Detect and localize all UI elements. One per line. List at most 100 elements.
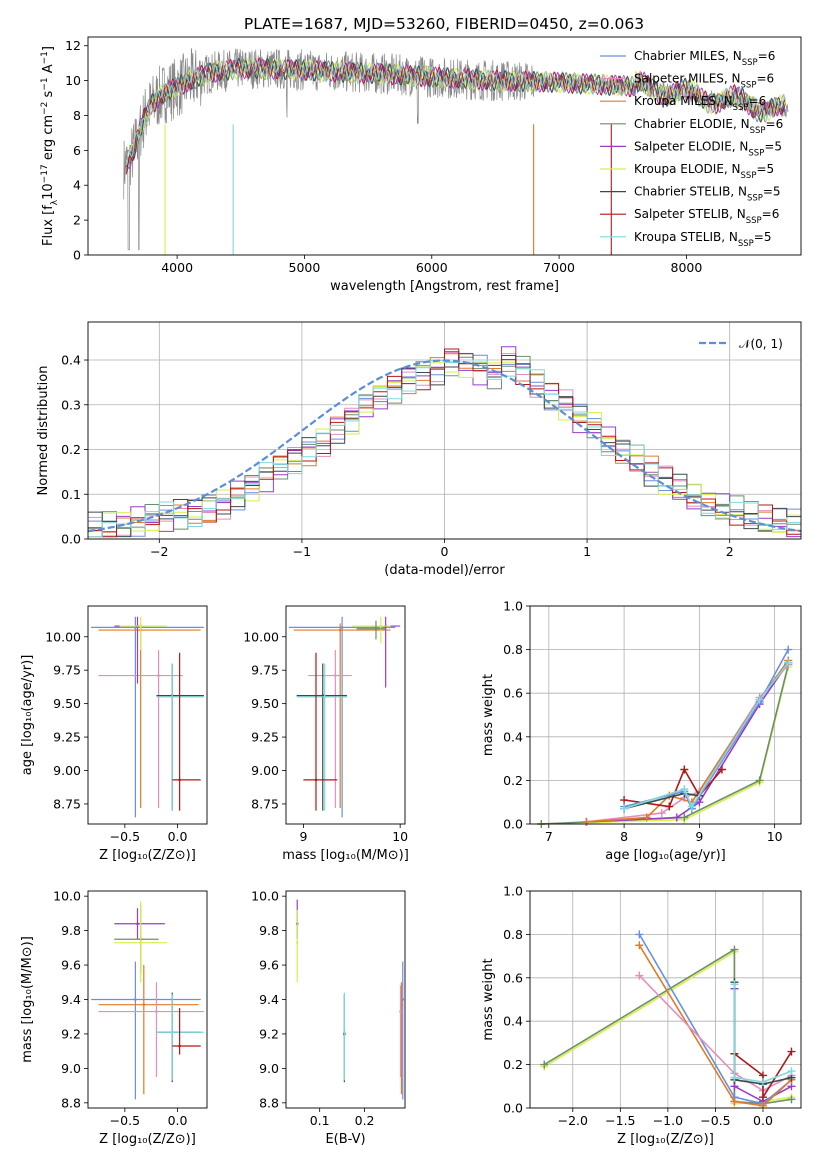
y-axis-label-part: −1 [40, 77, 50, 90]
weight-marker [717, 765, 726, 774]
y-tick-label: 0.1 [61, 487, 81, 502]
weight-marker [635, 941, 644, 950]
mass-vs-EBV-panel: 0.1 0.2 8.8 9.0 9.2 9.4 9.6 9.8 10.0 E(B-V) [251, 889, 406, 1147]
errorbar-point [139, 941, 142, 944]
x-tick-label: −0.5 [110, 1113, 140, 1128]
weight-marker [755, 776, 764, 785]
legend-entry-count: =5 [763, 185, 781, 199]
figure-title: PLATE=1687, MJD=53260, FIBERID=0450, z=0… [244, 15, 644, 33]
x-tick-label: −1.5 [605, 1113, 635, 1128]
histogram-step-chabrier-stelib [88, 353, 801, 538]
errorbar-point [178, 778, 181, 782]
y-tick-label: 8.75 [53, 796, 81, 811]
y-tick-label: 9.6 [259, 958, 279, 973]
legend-entry-name: Salpeter MILES, N [634, 72, 741, 86]
y-tick-label: 8 [73, 108, 81, 123]
weight-vs-Z-panel: −2.0 −1.5 −1.0 −0.5 0.0 0.0 0.2 0.4 0.6 0.8 1.0 Z [… [481, 884, 802, 1147]
y-axis-label: mass weight [481, 674, 496, 756]
y-tick-label: 0.6 [503, 970, 523, 985]
y-tick-label: 2 [73, 213, 81, 228]
spectrum-panel: 4000 5000 6000 7000 8000 0 2 4 6 8 10 12 wavelength … [40, 36, 802, 294]
y-axis-label-part: Flux [f [41, 205, 56, 246]
legend-entry: Chabrier ELODIE, NSSP=6 [634, 117, 783, 136]
legend-entry: Kroupa STELIB, NSSP=5 [634, 230, 772, 249]
weight-marker [657, 809, 666, 818]
errorbar-point [340, 626, 344, 629]
legend-entry-name: Kroupa STELIB, N [634, 230, 738, 244]
y-axis-label-part: 10 [41, 183, 56, 200]
y-axis-label: mass [log₁₀(M/M⊙)] [20, 936, 35, 1063]
legend-entry-name: Salpeter ELODIE, N [634, 139, 748, 153]
spectrum-model-line [125, 58, 786, 165]
y-axis-label-part: s [41, 90, 56, 101]
weight-marker [787, 1067, 796, 1076]
y-axis-label: Flux [fλ10−17 erg cm−2 s−1 A−1] [40, 46, 60, 246]
errorbar-point [334, 674, 337, 677]
y-tick-label: 0.2 [503, 1057, 523, 1072]
y-tick-label: 0.4 [503, 1014, 523, 1029]
weight-marker [540, 1060, 549, 1069]
legend-entry-count: =5 [764, 139, 782, 153]
x-tick-label: 9 [299, 829, 307, 844]
legend-entry-subscript: SSP [741, 81, 757, 91]
errorbar-point [134, 998, 137, 1001]
y-tick-label: 4 [73, 178, 81, 193]
weight-marker [730, 945, 739, 954]
legend-entry: Kroupa MILES, NSSP=6 [634, 94, 766, 113]
spectrum-model-line [125, 57, 786, 166]
errorbar-point [155, 1010, 158, 1013]
mass-vs-Z-panel: −0.5 0.0 8.8 9.0 9.2 9.4 9.6 9.8 10.0 Z [log₁₀(Z/… [20, 889, 208, 1147]
x-tick-label: −2 [150, 544, 168, 559]
x-tick-label: 0.0 [168, 1113, 188, 1128]
errorbar-point [399, 1010, 402, 1013]
legend-entry-subscript: SSP [747, 194, 763, 204]
legend-entry-count: =6 [762, 207, 780, 221]
axes-frame [87, 321, 802, 540]
weight-marker [784, 658, 793, 667]
y-tick-label: 9.0 [61, 1061, 81, 1076]
y-tick-label: 0 [73, 248, 81, 263]
y-axis-label: Normed distribution [36, 366, 51, 496]
y-axis-label-part: −17 [40, 164, 50, 183]
y-tick-label: 9.4 [259, 992, 279, 1007]
weight-marker [620, 804, 629, 813]
y-tick-label: 0.0 [61, 532, 81, 547]
x-tick-label: −1 [293, 544, 311, 559]
legend-entry-name: Salpeter STELIB, N [634, 207, 746, 221]
y-tick-label: 9.00 [251, 763, 279, 778]
legend-normal-label: 𝒩(0, 1) [739, 337, 783, 351]
legend-entry-count: =6 [758, 49, 776, 63]
errorbar-point [136, 922, 139, 926]
y-tick-label: 0.8 [503, 927, 523, 942]
y-tick-label: 9.75 [53, 663, 81, 678]
y-tick-label: 6 [73, 143, 81, 158]
y-tick-label: 10.00 [243, 629, 279, 644]
weight-marker [635, 930, 644, 939]
legend-entry-name: Chabrier MILES, N [634, 49, 742, 63]
x-axis-label: mass [log₁₀(M/M⊙)] [282, 848, 409, 863]
weight-marker [635, 971, 644, 980]
weight-marker [680, 785, 689, 794]
y-tick-label: 10.00 [45, 629, 81, 644]
errorbar-point [139, 624, 142, 628]
y-tick-label: 8.75 [251, 796, 279, 811]
errorbar-point [374, 627, 378, 631]
x-tick-label: 7 [545, 829, 553, 844]
y-tick-label: 0.3 [61, 397, 81, 412]
legend-entry-subscript: SSP [750, 126, 766, 136]
y-tick-label: 0.0 [503, 817, 523, 832]
legend-entry-subscript: SSP [746, 216, 762, 226]
legend-entry-subscript: SSP [733, 103, 749, 113]
y-tick-label: 9.25 [251, 730, 279, 745]
x-tick-label: 2 [726, 544, 734, 559]
weight-marker [680, 765, 689, 774]
y-tick-label: 9.50 [251, 696, 279, 711]
x-axis-label: E(B-V) [325, 1132, 365, 1147]
legend-entry-name: Chabrier ELODIE, N [634, 117, 750, 131]
y-tick-label: 0.8 [503, 642, 523, 657]
legend-entry: Salpeter MILES, NSSP=6 [634, 72, 774, 91]
weight-marker [665, 802, 674, 811]
legend-entry-subscript: SSP [742, 58, 758, 68]
axes-frame [87, 605, 208, 825]
weight-marker [784, 645, 793, 654]
